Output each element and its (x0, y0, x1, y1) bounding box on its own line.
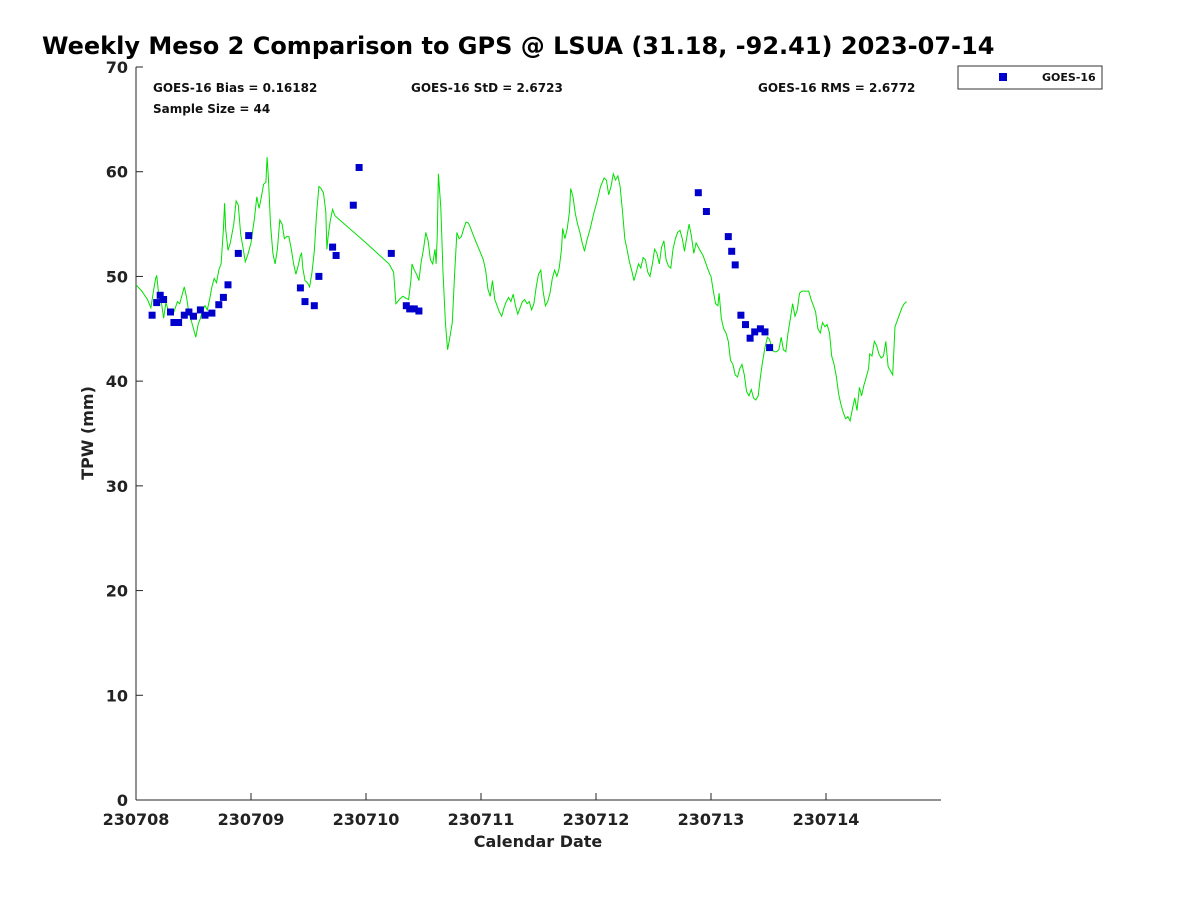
goes16-point (756, 325, 764, 333)
goes16-point (728, 247, 736, 255)
y-tick-label: 20 (106, 582, 128, 601)
goes16-point (167, 308, 174, 316)
plot-frame (136, 67, 941, 800)
goes16-point (148, 311, 156, 319)
legend: GOES-16 (957, 65, 1103, 90)
goes16-point (215, 301, 223, 309)
stat-std: GOES-16 StD = 2.6723 (411, 81, 563, 95)
legend-marker-goes16 (999, 73, 1007, 81)
y-tick-label: 70 (106, 58, 128, 77)
plot-area: 0 10 20 30 40 50 60 70 230708 230709 230710 230711… (103, 58, 941, 829)
y-tick-label: 60 (106, 163, 128, 182)
series-layer (135, 157, 907, 423)
goes16-point (234, 249, 242, 257)
stat-rms: GOES-16 RMS = 2.6772 (758, 81, 915, 95)
x-tick-label: 230714 (793, 810, 860, 829)
y-tick-label: 30 (106, 477, 128, 496)
goes16-point (153, 299, 161, 307)
goes16-point (185, 308, 193, 316)
chart-title: Weekly Meso 2 Comparison to GPS @ LSUA (… (42, 32, 994, 60)
stat-bias: GOES-16 Bias = 0.16182 (153, 81, 317, 95)
goes16-point (315, 272, 323, 280)
goes16-point (160, 296, 168, 303)
goes16-point (410, 305, 418, 313)
goes16-point (201, 311, 209, 319)
goes16-point (180, 311, 188, 319)
goes16-point (702, 208, 710, 215)
goes16-point (406, 305, 414, 313)
y-tick-label: 0 (117, 791, 128, 810)
y-tick-label: 50 (106, 267, 128, 286)
goes16-point (196, 306, 204, 314)
gps-series-line (135, 157, 907, 423)
goes16-point (415, 307, 423, 315)
x-tick-label: 230712 (563, 810, 630, 829)
x-tick-label: 230709 (218, 810, 285, 829)
goes16-point (245, 232, 253, 240)
goes16-point (170, 319, 178, 326)
goes16-point (766, 344, 774, 352)
goes16-point (175, 319, 183, 326)
stat-sample-size: Sample Size = 44 (153, 102, 270, 116)
goes16-point (208, 309, 216, 317)
goes16-point (724, 233, 732, 241)
goes16-point (224, 281, 232, 289)
goes16-point (219, 293, 227, 301)
goes16-point (761, 328, 769, 336)
goes16-point (387, 249, 395, 257)
goes16-point (737, 311, 745, 319)
goes16-point (742, 321, 749, 329)
x-tick-label: 230708 (103, 810, 170, 829)
goes16-point (156, 291, 164, 299)
goes16-point (190, 312, 197, 320)
goes16-point (301, 298, 309, 306)
goes16-point (349, 201, 357, 209)
x-tick-label: 230710 (333, 810, 400, 829)
goes16-point (746, 334, 754, 342)
goes16-point (694, 189, 702, 197)
goes16-point (310, 302, 318, 310)
goes16-point (731, 261, 739, 269)
y-ticks: 0 10 20 30 40 50 60 70 (106, 58, 143, 810)
goes16-point (355, 164, 363, 171)
legend-box (957, 65, 1103, 90)
x-ticks: 230708 230709 230710 230711 230712 230713 2307… (103, 793, 860, 829)
x-tick-label: 230711 (448, 810, 515, 829)
legend-label-goes16: GOES-16 (1042, 71, 1096, 84)
goes16-point (329, 243, 337, 251)
y-axis-label: TPW (mm) (78, 386, 97, 480)
goes16-point (332, 252, 340, 259)
goes16-point (296, 284, 304, 292)
x-axis-label: Calendar Date (474, 832, 603, 851)
x-tick-label: 230713 (678, 810, 745, 829)
y-tick-label: 40 (106, 372, 128, 391)
goes16-point (751, 328, 759, 336)
y-tick-label: 10 (106, 686, 128, 705)
